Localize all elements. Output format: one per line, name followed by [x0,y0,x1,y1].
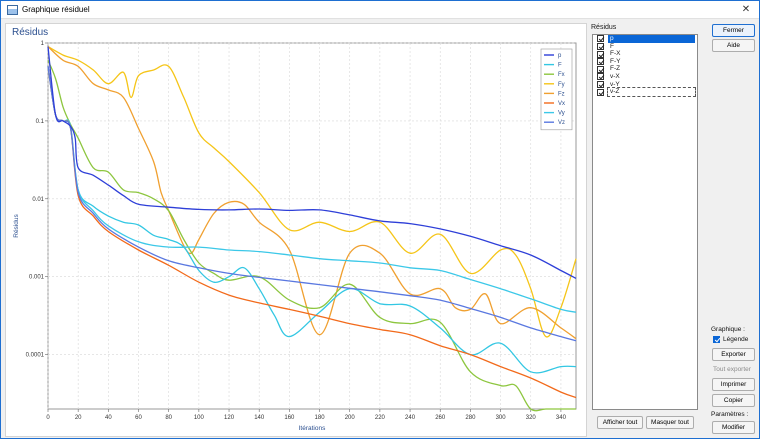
series-line-f [47,66,577,374]
y-tick-label: 0.001 [29,275,45,281]
chart-legend [540,48,573,131]
residual-item-label: F-Y [610,57,621,65]
residual-checkbox[interactable] [597,88,604,96]
chart-section-label: Graphique : [711,326,745,333]
x-axis-label: Itérations [299,425,326,432]
legend-label-fy: Fy [558,82,565,88]
legend-label-vx: Vx [558,101,565,107]
x-tick-label: 120 [224,415,235,421]
x-tick-label: 200 [345,415,356,421]
export-all-label: Tout exporter [713,366,751,373]
export-button[interactable]: Exporter [712,348,755,361]
residual-checkbox[interactable] [597,50,604,58]
x-tick-label: 340 [556,415,567,421]
x-tick-label: 220 [375,415,386,421]
residual-checkbox[interactable] [597,42,604,50]
x-tick-label: 300 [496,415,507,421]
legend-checkbox-label: Légende [723,336,749,343]
residual-item-f[interactable]: F [593,43,697,51]
residual-checkbox[interactable] [597,65,604,73]
residual-item-label: p [608,35,695,43]
series-line-fx [47,60,576,412]
legend-label-vz: Vz [558,120,565,126]
x-tick-label: 260 [435,415,446,421]
series-line-fz [47,46,577,340]
graph-window-icon [7,5,18,15]
chart-title: Résidus [12,27,49,38]
modify-button[interactable]: Modifier [712,421,755,434]
y-tick-label: 1 [41,41,45,47]
residual-checkbox[interactable] [597,73,604,81]
print-button[interactable]: Imprimer [712,378,755,391]
x-tick-label: 280 [465,415,476,421]
residual-item-v-z[interactable]: v-Z [593,87,697,97]
plot-area [47,42,577,410]
residual-checkbox[interactable] [597,58,604,66]
residuals-list[interactable]: p F F-X F-Y F-Z v-X v-Y v-Z [592,34,698,410]
legend-label-fx: Fx [558,72,565,78]
title-bar[interactable]: Graphique résiduel ✕ [1,1,759,19]
settings-section-label: Paramètres : [711,411,749,418]
residual-item-label: v-Z [607,87,696,97]
residual-item-label: F-X [610,50,621,58]
copy-button[interactable]: Copier [712,394,755,407]
help-button[interactable]: Aide [712,39,755,52]
x-tick-label: 20 [75,415,82,421]
residual-item-f-y[interactable]: F-Y [593,58,697,66]
residual-item-label: F-Z [610,65,621,73]
window-title: Graphique résiduel [22,5,90,14]
residual-item-v-y[interactable]: v-Y [593,81,697,89]
x-tick-label: 180 [315,415,326,421]
series-line-fy [47,46,577,338]
show-all-button[interactable]: Afficher tout [597,416,643,429]
x-tick-label: 240 [405,415,416,421]
residual-chart-panel: Résidus 0 20 40 60 80 100 120 140 160 180 200 220 24… [5,23,587,437]
residual-checkbox[interactable] [597,35,604,43]
legend-label-p: p [558,53,562,59]
x-tick-label: 60 [135,415,142,421]
y-tick-label: 0.1 [36,119,45,125]
residual-item-label: v-Y [610,80,620,88]
residuals-list-header: Résidus [591,24,617,31]
residual-item-v-x[interactable]: v-X [593,73,697,81]
legend-label-fz: Fz [558,91,565,97]
y-tick-label: 0.01 [32,197,44,203]
hide-all-button[interactable]: Masquer tout [646,416,694,429]
series-line-p [47,46,577,279]
residual-item-label: v-X [610,72,620,80]
x-tick-label: 0 [46,415,50,421]
residual-item-p[interactable]: p [593,35,697,43]
close-button[interactable]: Fermer [712,24,755,37]
x-tick-label: 320 [526,415,537,421]
x-tick-label: 80 [165,415,172,421]
residual-item-label: F [610,42,614,50]
residual-item-f-z[interactable]: F-Z [593,65,697,73]
x-tick-label: 100 [194,415,205,421]
legend-label-vy: Vy [558,111,565,117]
residual-checkbox[interactable] [597,80,604,88]
legend-checkbox[interactable] [713,336,720,343]
y-tick-label: 0.0001 [26,353,45,359]
x-tick-label: 160 [284,415,295,421]
x-tick-label: 40 [105,415,112,421]
x-tick-label: 140 [254,415,265,421]
residual-item-f-x[interactable]: F-X [593,50,697,58]
residual-chart: 0 20 40 60 80 100 120 140 160 180 200 220 240 260 280 3… [13,41,577,432]
y-axis-label: Résidus [13,214,20,238]
series-line-vz [47,66,577,342]
legend-label-f: F [558,63,562,69]
close-icon[interactable]: ✕ [741,4,751,15]
